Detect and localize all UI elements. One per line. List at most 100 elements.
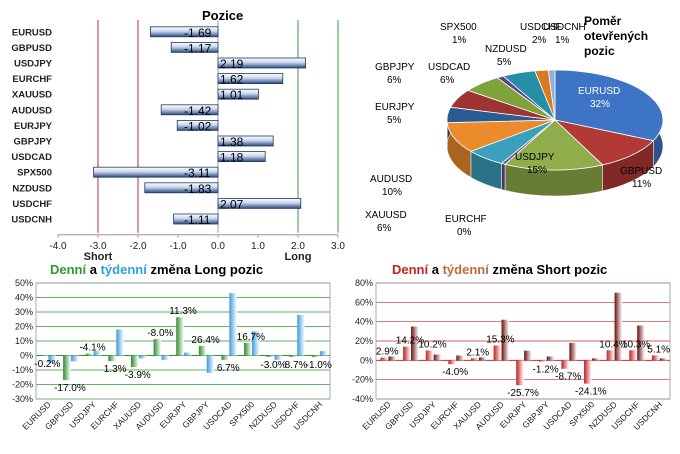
- value-label: 1.18: [220, 151, 244, 165]
- title-part: týdenní: [442, 262, 489, 277]
- pie-slice: [554, 69, 664, 142]
- x-tick-label: 2.0: [291, 241, 305, 252]
- pie-slice: [534, 69, 556, 121]
- category-label: USDCAD: [11, 152, 52, 163]
- daily-bar: [130, 355, 139, 368]
- x-tick-label: 0.0: [211, 241, 225, 252]
- data-label: 10.3%: [622, 339, 650, 350]
- y-tick-label: -20%: [352, 375, 373, 385]
- title-part: změna Short pozic: [488, 262, 608, 277]
- plot-frame: [35, 282, 331, 400]
- category-label: USDCHF: [12, 199, 52, 210]
- pie-slice-side: [501, 162, 506, 191]
- data-label: -17.0%: [54, 383, 86, 394]
- daily-bar: [448, 360, 456, 365]
- y-tick-label: 0%: [20, 351, 33, 361]
- weekly-bar: [433, 354, 442, 361]
- pie-title: Poměr otevřených pozic: [584, 14, 664, 59]
- data-label: -3.9%: [125, 370, 151, 381]
- x-tick-label: -2.0: [129, 241, 147, 252]
- position-bar: [217, 73, 284, 84]
- weekly-bar: [546, 356, 555, 361]
- pie-value-label: 5%: [387, 115, 402, 126]
- weekly-bar: [524, 350, 532, 361]
- data-label: 2.9%: [376, 347, 399, 358]
- pie-value-label: 11%: [632, 179, 651, 190]
- daily-bar: [221, 355, 229, 360]
- daily-bar: [311, 355, 320, 357]
- x-tick-label: -4.0: [49, 241, 67, 252]
- daily-bar: [176, 317, 184, 356]
- short-change-svg: -40%-20%0%20%40%60%80%2.9%EURUSD14.2%GBP…: [352, 278, 671, 432]
- pie-category-label: EURUSD: [578, 86, 620, 97]
- pie-value-label: 15%: [527, 165, 547, 176]
- weekly-bar: [456, 355, 464, 361]
- y-tick-label: 30%: [15, 307, 33, 317]
- pie-category-label: SPX500: [440, 22, 477, 33]
- pie-value-label: 2%: [532, 35, 547, 46]
- position-bar: [144, 182, 219, 194]
- value-label: 1.01: [220, 88, 244, 102]
- pie-value-label: 6%: [387, 75, 402, 86]
- pie-slice: [502, 70, 556, 121]
- positions-chart-svg: Pozice EURUSD -1.69 GBPUSD -1.17 USDJPY 2.19 EU…: [11, 8, 345, 263]
- weekly-bar: [411, 326, 419, 361]
- category-label: USDJPY: [14, 59, 53, 70]
- pie-category-label: USDCNH: [543, 22, 586, 33]
- ratio-pie-svg: EURUSD 32% GBPUSD 11% USDJPY 15% EURCHF 0% XAUUS…: [365, 22, 664, 238]
- daily-bar: [629, 350, 637, 361]
- y-tick-label: 10%: [15, 336, 33, 346]
- value-label: 2.07: [220, 197, 244, 211]
- category-label: USDCNH: [11, 215, 52, 226]
- pie-slice: [469, 119, 556, 164]
- pie-category-label: AUDUSD: [370, 174, 412, 185]
- y-tick-label: 40%: [15, 293, 33, 303]
- weekly-bar: [569, 342, 577, 361]
- weekly-bar: [478, 357, 487, 361]
- daily-bar: [584, 360, 592, 384]
- y-tick-label: 40%: [355, 317, 373, 327]
- weekly-bar: [184, 352, 192, 356]
- pie-value-label: 5%: [497, 57, 512, 68]
- daily-bar: [108, 355, 116, 362]
- weekly-bar: [297, 314, 305, 356]
- pie-slice: [449, 89, 556, 121]
- position-bar: [217, 88, 259, 100]
- pie-value-label: 1%: [452, 35, 467, 46]
- daily-bar: [403, 346, 411, 361]
- data-label: -3.0%: [260, 360, 286, 371]
- category-label: EURUSD: [12, 27, 52, 38]
- y-tick-label: -10%: [12, 365, 33, 375]
- title-part: změna Long pozic: [146, 262, 264, 277]
- y-tick-label: 80%: [355, 278, 373, 288]
- daily-bar: [493, 345, 502, 361]
- pie-value-label: 10%: [382, 187, 402, 198]
- positions-chart: Pozice EURUSD -1.69 GBPUSD -1.17 USDJPY 2.19 EU…: [0, 0, 345, 265]
- value-label: 1.62: [220, 73, 244, 87]
- data-label: 1.3%: [104, 364, 127, 375]
- pie-category-label: GBPUSD: [620, 166, 662, 177]
- category-label: AUDUSD: [11, 105, 52, 116]
- pie-slice: [504, 119, 604, 171]
- daily-bar: [470, 358, 479, 361]
- position-bar: [173, 213, 219, 225]
- data-label: 11.3%: [169, 306, 197, 317]
- weekly-bar: [388, 356, 396, 361]
- daily-bar: [538, 360, 547, 362]
- title-part: týdenní: [100, 262, 147, 277]
- y-tick-label: 60%: [355, 297, 373, 307]
- value-label: -1.11: [184, 213, 211, 227]
- weekly-bar: [319, 351, 328, 356]
- value-label: 2.19: [220, 57, 244, 71]
- data-label: 15.3%: [486, 335, 514, 346]
- y-tick-label: 20%: [15, 322, 33, 332]
- daily-bar: [380, 357, 388, 361]
- daily-bar: [289, 355, 297, 357]
- value-label: -1.02: [184, 119, 212, 133]
- value-label: -1.17: [184, 41, 212, 55]
- value-label: -1.69: [184, 26, 212, 40]
- pie-category-label: EURJPY: [375, 102, 415, 113]
- value-label: -1.42: [184, 104, 212, 118]
- weekly-bar: [71, 355, 79, 362]
- weekly-bar: [93, 351, 102, 356]
